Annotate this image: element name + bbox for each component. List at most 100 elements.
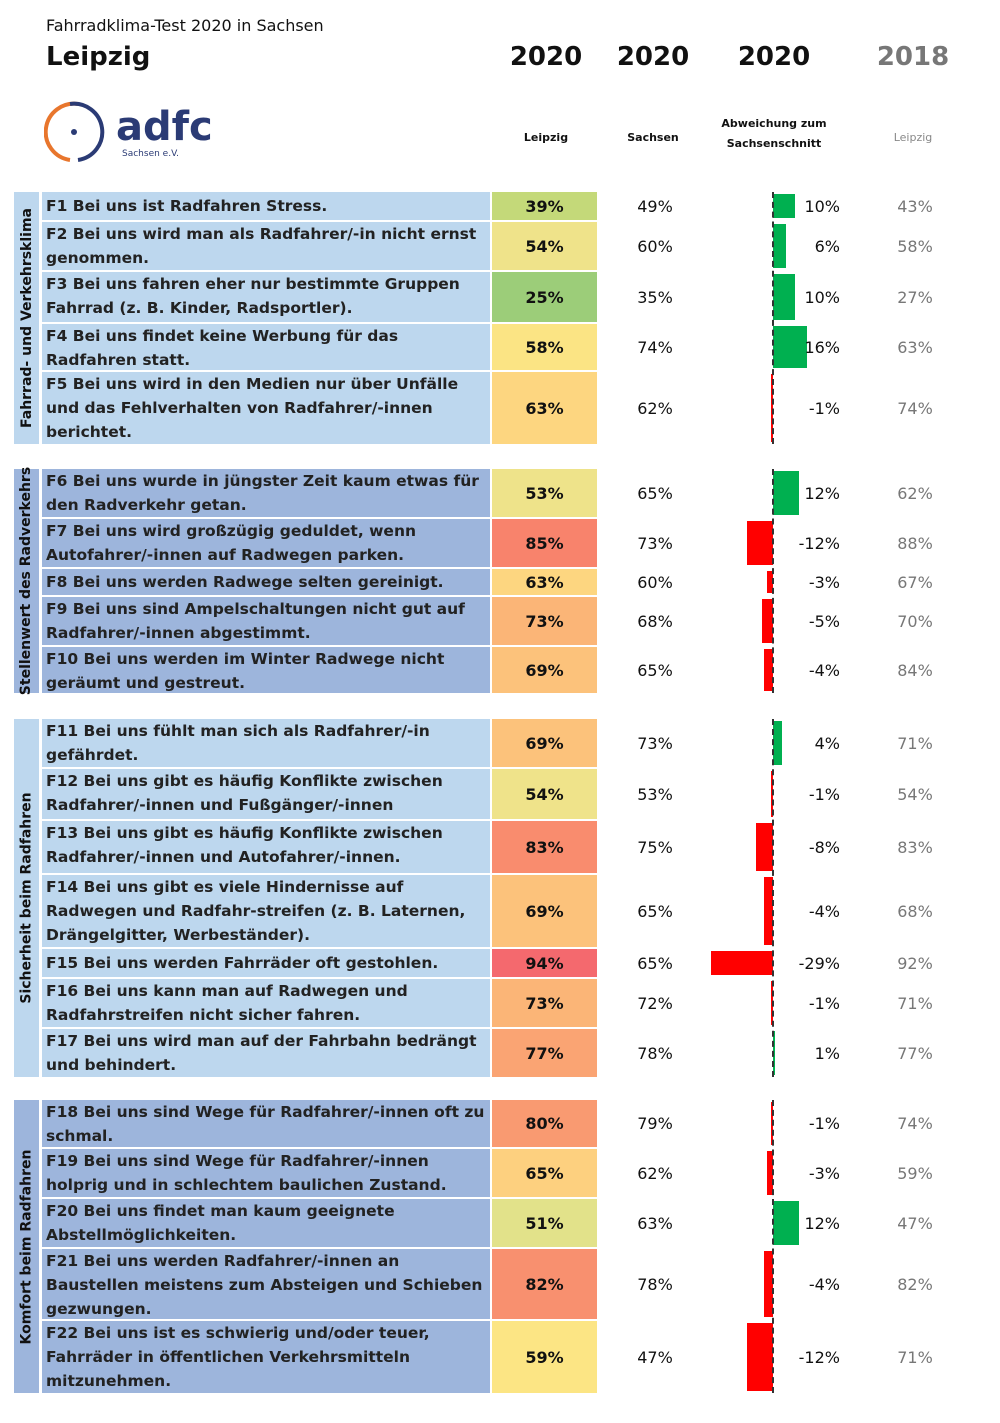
leipzig-2018-value: 47%: [897, 1213, 933, 1233]
deviation-value: 10%: [804, 196, 840, 216]
question-text: F17 Bei uns wird man auf der Fahrbahn be…: [42, 1029, 490, 1077]
category-label: Sicherheit beim Radfahren: [14, 719, 39, 1077]
deviation-value: -29%: [798, 953, 840, 973]
deviation-bar-negative: [770, 374, 773, 442]
leipzig-2020-value: 54%: [492, 769, 597, 819]
leipzig-2020-value: 51%: [492, 1199, 597, 1247]
question-text: F18 Bei uns sind Wege für Radfahrer/-inn…: [42, 1100, 490, 1147]
leipzig-2018-value: 59%: [897, 1163, 933, 1183]
sachsen-2020-value: 74%: [637, 337, 673, 357]
deviation-bar-negative: [747, 521, 773, 565]
question-text: F5 Bei uns wird in den Medien nur über U…: [42, 372, 490, 444]
adfc-logo: adfc Sachsen e.V.: [43, 98, 229, 168]
svg-text:Sachsen e.V.: Sachsen e.V.: [122, 149, 179, 159]
leipzig-2020-value: 73%: [492, 597, 597, 645]
col-year-deviation-2020: 2020: [737, 42, 811, 72]
sachsen-2020-value: 60%: [637, 236, 673, 256]
question-text: F4 Bei uns findet keine Werbung für das …: [42, 324, 490, 370]
category-label: Stellenwert des Radverkehrs: [14, 467, 39, 695]
deviation-value: 4%: [814, 733, 840, 753]
deviation-bar-positive: [773, 1031, 776, 1075]
deviation-bar-negative: [764, 877, 773, 945]
sachsen-2020-value: 47%: [637, 1347, 673, 1367]
city-title: Leipzig: [46, 42, 151, 72]
leipzig-2018-value: 71%: [897, 1347, 933, 1367]
leipzig-2020-value: 83%: [492, 821, 597, 873]
sachsen-2020-value: 73%: [637, 733, 673, 753]
question-text: F9 Bei uns sind Ampelschaltungen nicht g…: [42, 597, 490, 645]
question-text: F16 Bei uns kann man auf Radwegen und Ra…: [42, 979, 490, 1027]
sachsen-2020-value: 49%: [637, 196, 673, 216]
sachsen-2020-value: 78%: [637, 1274, 673, 1294]
deviation-value: 10%: [804, 287, 840, 307]
col-label-leipzig-2018: Leipzig: [893, 131, 933, 144]
question-text: F11 Bei uns fühlt man sich als Radfahrer…: [42, 719, 490, 767]
leipzig-2018-value: 58%: [897, 236, 933, 256]
sachsen-2020-value: 53%: [637, 784, 673, 804]
leipzig-2020-value: 65%: [492, 1149, 597, 1197]
sachsen-2020-value: 63%: [637, 1213, 673, 1233]
col-year-leipzig-2018: 2018: [876, 42, 950, 72]
deviation-bar-negative: [755, 823, 773, 871]
leipzig-2020-value: 54%: [492, 222, 597, 270]
question-text: F8 Bei uns werden Radwege selten gereini…: [42, 569, 490, 595]
deviation-bar-negative: [770, 981, 773, 1025]
deviation-value: 1%: [814, 1043, 840, 1063]
leipzig-2018-value: 63%: [897, 337, 933, 357]
question-text: F13 Bei uns gibt es häufig Konflikte zwi…: [42, 821, 490, 873]
deviation-bar-negative: [710, 951, 773, 975]
leipzig-2020-value: 80%: [492, 1100, 597, 1147]
leipzig-2020-value: 69%: [492, 875, 597, 947]
leipzig-2020-value: 39%: [492, 192, 597, 220]
deviation-bar-positive: [773, 224, 786, 268]
leipzig-2020-value: 69%: [492, 647, 597, 693]
leipzig-2018-value: 71%: [897, 733, 933, 753]
deviation-value: -12%: [798, 533, 840, 553]
deviation-value: -4%: [808, 1274, 840, 1294]
question-text: F10 Bei uns werden im Winter Radwege nic…: [42, 647, 490, 693]
question-text: F22 Bei uns ist es schwierig und/oder te…: [42, 1321, 490, 1393]
leipzig-2018-value: 43%: [897, 196, 933, 216]
leipzig-2020-value: 94%: [492, 949, 597, 977]
deviation-value: -4%: [808, 660, 840, 680]
leipzig-2020-value: 77%: [492, 1029, 597, 1077]
question-text: F7 Bei uns wird großzügig geduldet, wenn…: [42, 519, 490, 567]
leipzig-2020-value: 69%: [492, 719, 597, 767]
leipzig-2018-value: 77%: [897, 1043, 933, 1063]
deviation-bar-negative: [770, 771, 773, 817]
col-year-leipzig-2020: 2020: [509, 42, 583, 72]
question-text: F14 Bei uns gibt es viele Hindernisse au…: [42, 875, 490, 947]
sachsen-2020-value: 62%: [637, 398, 673, 418]
leipzig-2020-value: 63%: [492, 569, 597, 595]
leipzig-2018-value: 70%: [897, 611, 933, 631]
deviation-value: -1%: [808, 398, 840, 418]
category-label-text: Sicherheit beim Radfahren: [18, 792, 35, 1004]
sachsen-2020-value: 65%: [637, 953, 673, 973]
question-text: F21 Bei uns werden Radfahrer/-innen an B…: [42, 1249, 490, 1319]
category-label-text: Fahrrad- und Verkehrsklima: [18, 208, 35, 428]
question-text: F6 Bei uns wurde in jüngster Zeit kaum e…: [42, 469, 490, 517]
leipzig-2018-value: 82%: [897, 1274, 933, 1294]
leipzig-2018-value: 71%: [897, 993, 933, 1013]
deviation-bar-negative: [762, 599, 773, 643]
deviation-value: 6%: [814, 236, 840, 256]
sachsen-2020-value: 68%: [637, 611, 673, 631]
category-label: Fahrrad- und Verkehrsklima: [14, 192, 39, 444]
sachsen-2020-value: 65%: [637, 483, 673, 503]
leipzig-2020-value: 82%: [492, 1249, 597, 1319]
deviation-bar-negative: [747, 1323, 773, 1391]
leipzig-2018-value: 92%: [897, 953, 933, 973]
deviation-value: -1%: [808, 1114, 840, 1133]
sachsen-2020-value: 65%: [637, 901, 673, 921]
question-text: F20 Bei uns findet man kaum geeignete Ab…: [42, 1199, 490, 1247]
col-label-leipzig: Leipzig: [523, 131, 569, 144]
deviation-zero-axis: [772, 192, 774, 444]
question-text: F19 Bei uns sind Wege für Radfahrer/-inn…: [42, 1149, 490, 1197]
deviation-bar-negative: [766, 1151, 773, 1195]
sachsen-2020-value: 62%: [637, 1163, 673, 1183]
sachsen-2020-value: 73%: [637, 533, 673, 553]
deviation-bar-positive: [773, 471, 799, 515]
leipzig-2018-value: 62%: [897, 483, 933, 503]
sachsen-2020-value: 35%: [637, 287, 673, 307]
leipzig-2020-value: 63%: [492, 372, 597, 444]
